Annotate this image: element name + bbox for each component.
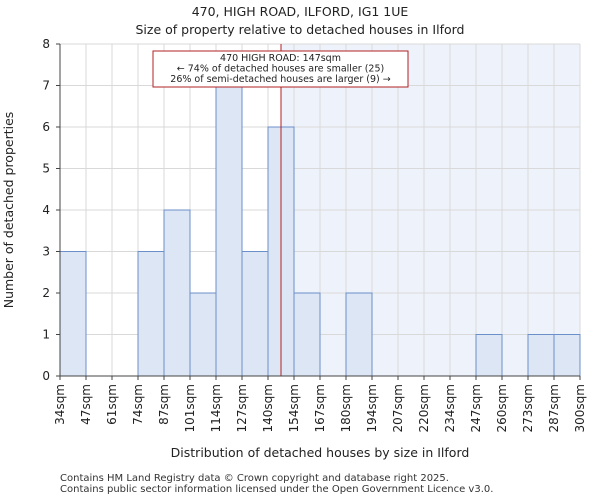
- x-tick-label: 140sqm: [261, 384, 275, 432]
- x-tick-label: 260sqm: [495, 384, 509, 432]
- x-tick-label: 273sqm: [521, 384, 535, 432]
- bar-247sqm: [475, 334, 503, 377]
- annotation-line-2: ← 74% of detached houses are smaller (25…: [177, 64, 384, 75]
- bar-87sqm: [163, 209, 191, 377]
- bar-154sqm: [293, 292, 321, 377]
- chart-title-block: 470, HIGH ROAD, ILFORD, IG1 1UE Size of …: [0, 3, 600, 39]
- y-tick-labels: 0 1 2 3 4 5 6 7 8: [42, 37, 60, 383]
- bar-180sqm: [345, 292, 373, 377]
- footer-copyright: Contains HM Land Registry data © Crown c…: [60, 473, 449, 484]
- y-tick-label: 3: [42, 245, 50, 259]
- y-tick-label: 6: [42, 120, 50, 134]
- x-tick-label: 180sqm: [339, 384, 353, 432]
- y-tick-label: 0: [42, 369, 50, 383]
- x-tick-label: 167sqm: [313, 384, 327, 432]
- bar-74sqm: [137, 251, 165, 377]
- x-tick-label: 287sqm: [547, 384, 561, 432]
- x-tick-labels: 34sqm 47sqm 61sqm 74sqm 87sqm 101sqm 114sqm 127…: [53, 376, 587, 432]
- x-tick-label: 34sqm: [53, 384, 67, 425]
- bar-127sqm: [241, 251, 269, 377]
- y-axis-label: Number of detached properties: [1, 112, 16, 309]
- x-tick-label: 114sqm: [209, 384, 223, 432]
- annotation-box: 470 HIGH ROAD: 147sqm ← 74% of detached …: [152, 50, 409, 88]
- bar-34sqm: [59, 251, 87, 377]
- annotation-frame: [152, 50, 409, 88]
- x-tick-label: 61sqm: [105, 384, 119, 425]
- x-tick-label: 234sqm: [443, 384, 457, 432]
- x-axis-label: Distribution of detached houses by size …: [171, 445, 470, 460]
- annotation-line-1: 470 HIGH ROAD: 147sqm: [220, 53, 341, 64]
- x-tick-label: 194sqm: [365, 384, 379, 432]
- y-tick-label: 1: [42, 328, 50, 342]
- chart-title: 470, HIGH ROAD, ILFORD, IG1 1UE: [191, 4, 409, 19]
- x-tick-label: 247sqm: [469, 384, 483, 432]
- y-tick-label: 8: [42, 37, 50, 51]
- y-tick-label: 7: [42, 79, 50, 93]
- x-tick-label: 207sqm: [391, 384, 405, 432]
- y-tick-label: 5: [42, 162, 50, 176]
- bar-273sqm: [527, 334, 555, 377]
- x-tick-label: 127sqm: [235, 384, 249, 432]
- bars: [59, 85, 581, 377]
- bar-101sqm: [189, 292, 217, 377]
- x-tick-label: 87sqm: [157, 384, 171, 425]
- bar-114sqm: [215, 85, 243, 377]
- annotation-line-3: 26% of semi-detached houses are larger (…: [170, 74, 390, 85]
- y-tick-label: 4: [42, 203, 50, 217]
- x-tick-label: 154sqm: [287, 384, 301, 432]
- x-tick-label: 74sqm: [131, 384, 145, 425]
- x-tick-label: 47sqm: [79, 384, 93, 425]
- chart-subtitle: Size of property relative to detached ho…: [135, 22, 465, 37]
- x-tick-label: 300sqm: [573, 384, 587, 432]
- bar-287sqm: [553, 334, 581, 377]
- y-tick-label: 2: [42, 286, 50, 300]
- x-tick-label: 101sqm: [183, 384, 197, 432]
- footer-licence: Contains public sector information licen…: [60, 484, 494, 495]
- x-tick-label: 220sqm: [417, 384, 431, 432]
